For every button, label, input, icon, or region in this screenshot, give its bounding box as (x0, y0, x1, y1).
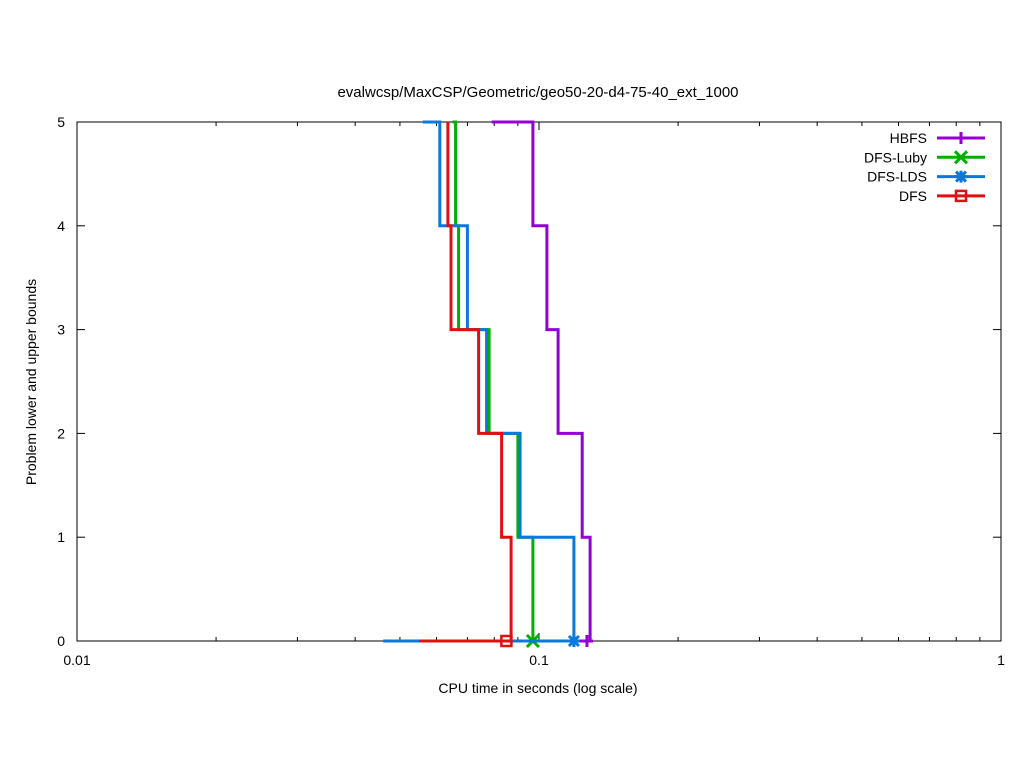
legend-label-dfs-lds: DFS-LDS (867, 169, 927, 185)
x-axis-label: CPU time in seconds (log scale) (438, 680, 637, 696)
series-dfs-upper-line (446, 122, 513, 641)
y-tick-label: 2 (57, 425, 65, 441)
plot-frame (76, 121, 1002, 642)
series-hbfs-upper-line (491, 120, 592, 641)
series-dfs-marker (500, 634, 513, 648)
y-tick-label: 5 (57, 114, 65, 130)
legend-label-dfs: DFS (899, 188, 927, 204)
x-tick-label: 0.01 (63, 652, 90, 668)
legend-marker-dfs-lds (954, 170, 968, 183)
y-tick-label: 0 (57, 633, 65, 649)
series-dfs-luby-upper-line (452, 120, 535, 641)
x-tick-label: 1 (997, 652, 1005, 668)
legend-label-dfs-luby: DFS-Luby (864, 149, 927, 165)
y-tick-label: 4 (57, 218, 65, 234)
series-hbfs-marker (580, 635, 593, 647)
x-tick-label: 0.1 (529, 652, 549, 668)
legend: HBFS DFS-Luby DFS-LDS DFS (864, 130, 985, 204)
y-tick-label: 3 (57, 322, 65, 338)
axis-ticks: 0 1 2 3 4 5 0.01 0.1 1 (57, 114, 1005, 668)
legend-marker-dfs (954, 189, 968, 203)
series-dfs-lds-upper-line (422, 120, 576, 641)
y-axis-label: Problem lower and upper bounds (23, 279, 39, 485)
series-lines (383, 120, 593, 649)
legend-label-hbfs: HBFS (890, 130, 927, 146)
legend-marker-hbfs (955, 132, 967, 144)
plot-border (76, 121, 1002, 642)
y-tick-label: 1 (57, 529, 65, 545)
legend-marker-dfs-luby (953, 150, 969, 165)
series-dfs-lds-marker (567, 634, 580, 648)
chart-title: evalwcsp/MaxCSP/Geometric/geo50-20-d4-75… (337, 84, 738, 101)
